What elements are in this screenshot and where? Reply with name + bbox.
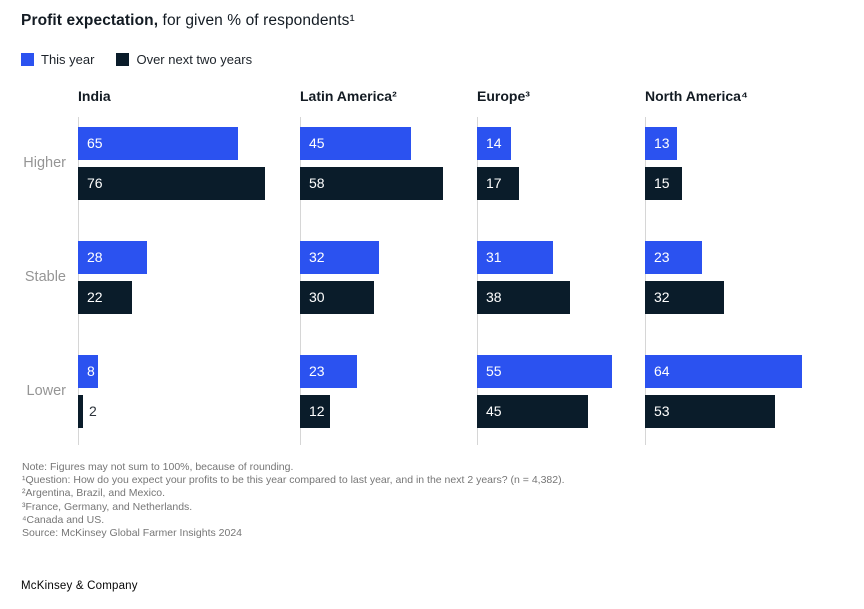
chart-column: Europe³ 14 17 31 38 55 45: [477, 88, 645, 458]
bar: 55: [477, 355, 612, 388]
bar: 31: [477, 241, 553, 274]
bar-value-label: 38: [486, 289, 502, 305]
bar: 14: [477, 127, 511, 160]
bar-value-label: 23: [309, 363, 325, 379]
bar-value-label: 2: [89, 403, 97, 419]
bar: 28: [78, 241, 147, 274]
row-label-higher: Higher: [23, 154, 66, 171]
bar: 17: [477, 167, 519, 200]
bar: 8: [78, 355, 98, 388]
row-label-stable: Stable: [24, 268, 66, 285]
bar: 32: [300, 241, 379, 274]
footnote-line: ³France, Germany, and Netherlands.: [22, 500, 193, 513]
bar-value-label: 15: [654, 175, 670, 191]
bar-value-label: 58: [309, 175, 325, 191]
bar-value-label: 76: [87, 175, 103, 191]
legend-item-next_two_years: Over next two years: [116, 52, 252, 67]
bar-value-label: 65: [87, 135, 103, 151]
legend-label: Over next two years: [136, 52, 253, 67]
bar: 76: [78, 167, 265, 200]
bar: 53: [645, 395, 775, 428]
bar-value-label: 45: [486, 403, 502, 419]
bar-value-label: 8: [87, 363, 95, 379]
column-header: Latin America²: [300, 88, 397, 104]
bar-value-label: 53: [654, 403, 670, 419]
row-label-lower: Lower: [26, 382, 67, 399]
bar-value-label: 13: [654, 135, 670, 151]
bar-value-label: 32: [654, 289, 670, 305]
title-subtitle: for given % of respondents¹: [158, 12, 355, 29]
bar: 12: [300, 395, 330, 428]
footnote-line: ¹Question: How do you expect your profit…: [22, 474, 565, 487]
bar-value-label: 14: [486, 135, 502, 151]
bar: 65: [78, 127, 238, 160]
legend-swatch-icon: [21, 53, 34, 66]
bar-value-label: 64: [654, 363, 670, 379]
bar: 22: [78, 281, 132, 314]
bar: 58: [300, 167, 443, 200]
bar-value-label: 45: [309, 135, 325, 151]
column-header: Europe³: [477, 88, 530, 104]
bar-value-label: 28: [87, 249, 103, 265]
bar: 45: [300, 127, 411, 160]
bar-value-label: 55: [486, 363, 502, 379]
bar: 32: [645, 281, 724, 314]
legend-label: This year: [41, 52, 95, 67]
column-header: India: [78, 88, 111, 104]
footnote-line: ⁴Canada and US.: [22, 513, 105, 526]
bar-value-label: 23: [654, 249, 670, 265]
bar-value-label: 31: [486, 249, 502, 265]
bar-value-label: 32: [309, 249, 325, 265]
footnote-line: Source: McKinsey Global Farmer Insights …: [22, 527, 243, 540]
bar: 15: [645, 167, 682, 200]
chart-column: India 65 76 28 22 8 2: [78, 88, 300, 458]
bar: 45: [477, 395, 588, 428]
footnotes: Note: Figures may not sum to 100%, becau…: [22, 461, 565, 540]
footer-brand: McKinsey & Company: [21, 580, 138, 592]
bar: 13: [645, 127, 677, 160]
chart-column: North America⁴ 13 15 23 32 64 53: [645, 88, 843, 458]
bar: 64: [645, 355, 802, 388]
bar: 38: [477, 281, 570, 314]
legend-swatch-icon: [116, 53, 130, 66]
bar: 2: [78, 395, 97, 428]
footnote-line: Note: Figures may not sum to 100%, becau…: [22, 461, 294, 473]
chart-column: Latin America² 45 58 32 30 23 12: [300, 88, 477, 458]
grouped-bar-chart: Higher Stable Lower India 65 76 28 22 8 2 Latin Am…: [0, 88, 864, 458]
legend-item-this_year: This year: [21, 52, 94, 67]
bar: 23: [300, 355, 357, 388]
title-lead: Profit expectation,: [21, 12, 159, 29]
bar-value-label: 22: [87, 289, 103, 305]
bar: 30: [300, 281, 374, 314]
bar-value-label: 12: [309, 403, 325, 419]
bar-value-label: 17: [486, 175, 502, 191]
legend: This year Over next two years: [21, 52, 252, 67]
page-title: Profit expectation, for given % of respo…: [21, 12, 355, 30]
column-header: North America⁴: [645, 88, 748, 104]
bar-value-label: 30: [309, 289, 325, 305]
footnote-line: ²Argentina, Brazil, and Mexico.: [22, 487, 165, 500]
bar: 23: [645, 241, 702, 274]
